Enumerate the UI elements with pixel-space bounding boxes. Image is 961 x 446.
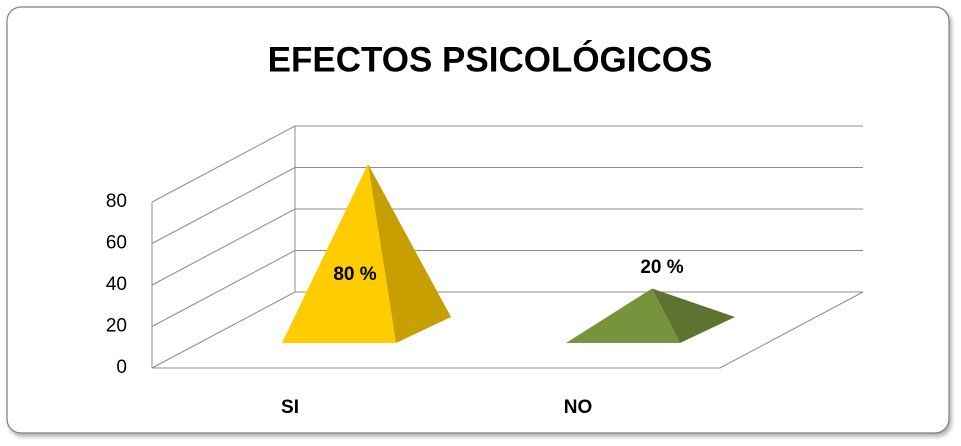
- y-tick-label: 80: [106, 191, 127, 212]
- grid-line: [151, 291, 863, 369]
- floor-edge: [152, 291, 864, 369]
- x-tick-label: NO: [564, 397, 593, 418]
- data-label: 20 %: [640, 257, 683, 278]
- x-tick-label: SI: [281, 397, 299, 418]
- pyramid-side: [652, 288, 735, 343]
- data-label: 80 %: [333, 264, 376, 285]
- grid-line: [151, 167, 863, 244]
- y-tick-label: 20: [106, 316, 127, 337]
- pyramid-front: [566, 288, 680, 343]
- pyramid-front: [282, 164, 396, 343]
- grid-line: [151, 125, 863, 203]
- chart-title: EFECTOS PSICOLÓGICOS: [268, 39, 713, 79]
- grid-line: [151, 250, 863, 327]
- y-tick-label: 0: [116, 357, 127, 378]
- pyramid-side: [368, 164, 451, 343]
- grid-line: [151, 208, 863, 286]
- y-tick-label: 40: [106, 274, 127, 295]
- y-tick-label: 60: [106, 233, 127, 254]
